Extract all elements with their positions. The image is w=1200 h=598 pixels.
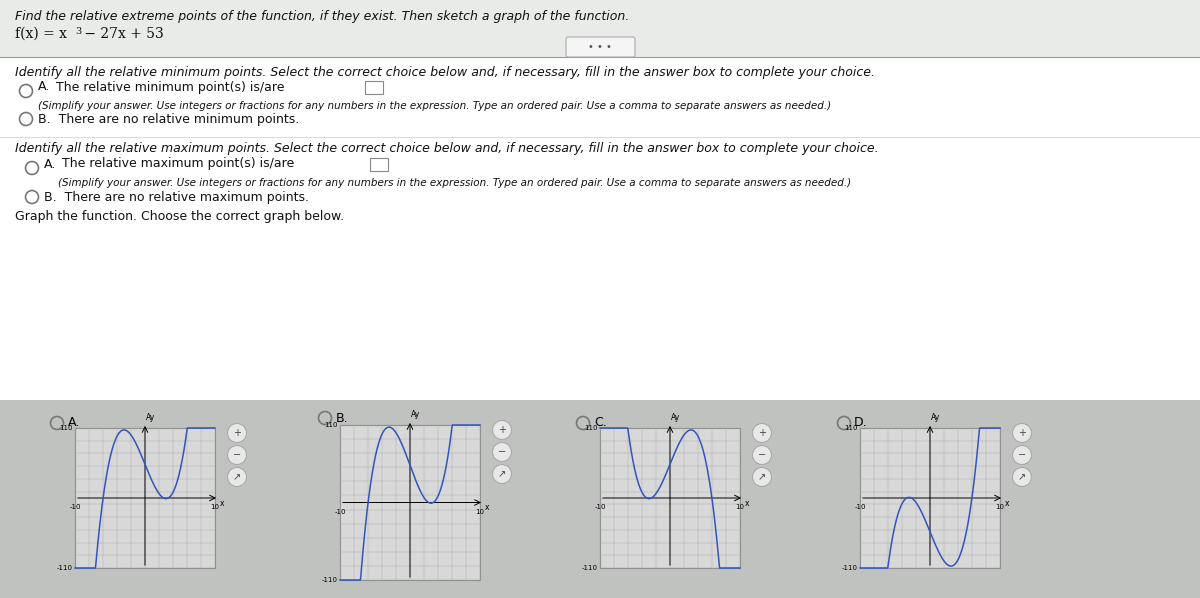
Text: Ay: Ay [146, 413, 155, 422]
Text: +: + [1018, 428, 1026, 438]
FancyBboxPatch shape [370, 158, 388, 171]
Text: x: x [745, 499, 750, 508]
Text: +: + [758, 428, 766, 438]
FancyBboxPatch shape [365, 81, 383, 94]
Text: -10: -10 [594, 504, 606, 510]
Circle shape [752, 446, 772, 465]
Text: 110: 110 [845, 425, 858, 431]
Text: x: x [1006, 499, 1009, 508]
Text: −: − [233, 450, 241, 460]
Text: B.  There are no relative maximum points.: B. There are no relative maximum points. [44, 191, 310, 203]
Text: B.  There are no relative minimum points.: B. There are no relative minimum points. [38, 112, 299, 126]
FancyBboxPatch shape [0, 400, 1200, 598]
Circle shape [492, 443, 511, 462]
Text: 10: 10 [210, 504, 220, 510]
Circle shape [492, 465, 511, 484]
Text: −: − [498, 447, 506, 457]
Text: 110: 110 [324, 422, 338, 428]
Text: • • •: • • • [588, 42, 612, 52]
Text: -110: -110 [582, 565, 598, 571]
FancyBboxPatch shape [600, 428, 740, 568]
Text: +: + [233, 428, 241, 438]
Text: -10: -10 [70, 504, 80, 510]
Circle shape [752, 423, 772, 443]
Text: -110: -110 [842, 565, 858, 571]
Text: -110: -110 [322, 577, 338, 583]
Circle shape [228, 446, 246, 465]
Text: Graph the function. Choose the correct graph below.: Graph the function. Choose the correct g… [14, 210, 344, 223]
Text: B.: B. [336, 411, 349, 425]
Text: +: + [498, 425, 506, 435]
Text: A.: A. [68, 416, 80, 429]
FancyBboxPatch shape [860, 428, 1000, 568]
Circle shape [492, 420, 511, 440]
Text: ↗: ↗ [233, 472, 241, 482]
Text: -110: -110 [58, 565, 73, 571]
FancyBboxPatch shape [0, 0, 1200, 58]
Text: x: x [220, 499, 224, 508]
Circle shape [1013, 423, 1032, 443]
Text: −: − [1018, 450, 1026, 460]
Text: A.: A. [38, 81, 50, 93]
Text: − 27x + 53: − 27x + 53 [80, 27, 163, 41]
Text: Find the relative extreme points of the function, if they exist. Then sketch a g: Find the relative extreme points of the … [14, 10, 629, 23]
Circle shape [228, 468, 246, 487]
Text: Identify all the relative minimum points. Select the correct choice below and, i: Identify all the relative minimum points… [14, 66, 875, 79]
Text: 10: 10 [996, 504, 1004, 510]
Circle shape [228, 423, 246, 443]
Text: ↗: ↗ [498, 469, 506, 479]
Text: C.: C. [594, 416, 607, 429]
Text: -10: -10 [335, 508, 346, 514]
Text: D.: D. [854, 416, 868, 429]
Circle shape [1013, 468, 1032, 487]
Text: 3: 3 [74, 27, 82, 36]
Text: (Simplify your answer. Use integers or fractions for any numbers in the expressi: (Simplify your answer. Use integers or f… [38, 101, 832, 111]
Text: (Simplify your answer. Use integers or fractions for any numbers in the expressi: (Simplify your answer. Use integers or f… [58, 178, 851, 188]
Text: The relative minimum point(s) is/are: The relative minimum point(s) is/are [52, 81, 284, 93]
Text: Identify all the relative maximum points. Select the correct choice below and, i: Identify all the relative maximum points… [14, 142, 878, 155]
Text: 110: 110 [60, 425, 73, 431]
Text: 10: 10 [475, 508, 485, 514]
Text: f(x) = x: f(x) = x [14, 27, 67, 41]
Text: x: x [485, 504, 490, 512]
FancyBboxPatch shape [566, 37, 635, 57]
Text: The relative maximum point(s) is/are: The relative maximum point(s) is/are [58, 157, 294, 170]
Text: Ay: Ay [931, 413, 941, 422]
FancyBboxPatch shape [340, 425, 480, 580]
Text: −: − [758, 450, 766, 460]
Circle shape [1013, 446, 1032, 465]
Text: 10: 10 [736, 504, 744, 510]
Text: 110: 110 [584, 425, 598, 431]
Text: ↗: ↗ [758, 472, 766, 482]
Text: -10: -10 [854, 504, 865, 510]
Circle shape [752, 468, 772, 487]
FancyBboxPatch shape [0, 0, 1200, 400]
Text: A.: A. [44, 157, 56, 170]
Text: Ay: Ay [410, 410, 420, 419]
Text: Ay: Ay [671, 413, 680, 422]
Text: ↗: ↗ [1018, 472, 1026, 482]
FancyBboxPatch shape [74, 428, 215, 568]
